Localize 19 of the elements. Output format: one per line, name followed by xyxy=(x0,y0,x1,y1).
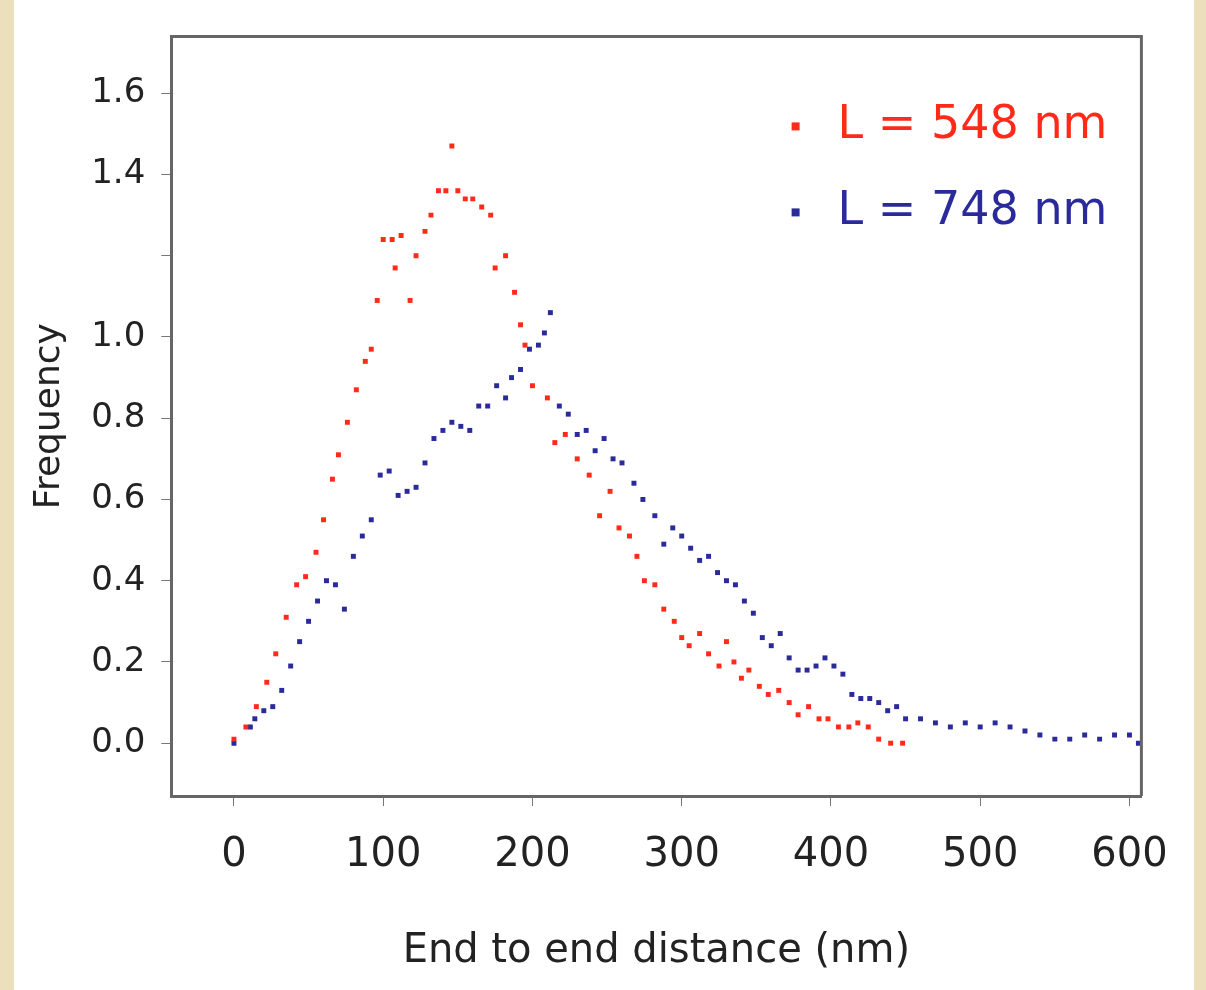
x-tick-label: 300 xyxy=(643,829,720,876)
legend-label: L = 748 nm xyxy=(837,181,1108,236)
y-tick-label: 1.4 xyxy=(91,151,146,192)
y-tick-label: 0.6 xyxy=(91,476,146,517)
y-tick-label: 0.2 xyxy=(91,638,146,679)
y-tick-label: 0.8 xyxy=(91,395,146,436)
x-tick-label: 600 xyxy=(1091,829,1168,876)
x-axis-title: End to end distance (nm) xyxy=(402,925,911,972)
y-axis-title: Frequency xyxy=(25,323,67,510)
x-tick-label: 500 xyxy=(942,829,1019,876)
y-tick-label: 1.0 xyxy=(91,313,146,354)
y-tick-label: 0.4 xyxy=(91,557,146,598)
x-tick-label: 400 xyxy=(792,829,870,876)
x-tick-label: 100 xyxy=(345,829,422,876)
y-tick-label: 0.0 xyxy=(91,720,146,761)
legend-label: L = 548 nm xyxy=(837,95,1108,150)
x-tick-label: 200 xyxy=(494,829,571,876)
y-tick-label: 1.6 xyxy=(91,70,146,111)
x-tick-label: 0 xyxy=(221,829,247,876)
